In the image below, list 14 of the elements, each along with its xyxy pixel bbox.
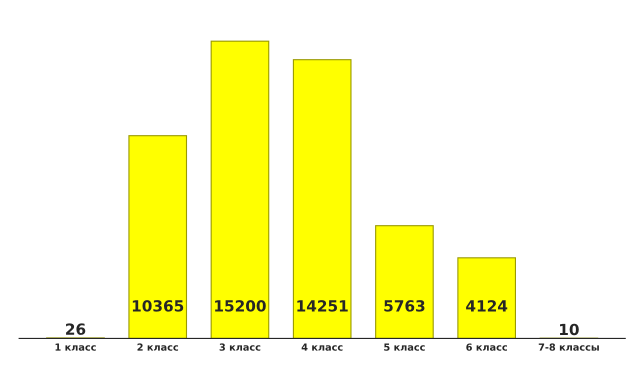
x-tick-label: 3 класс [220, 343, 260, 351]
data-label: 5763 [384, 300, 424, 312]
data-label: 15200 [215, 300, 266, 312]
x-tick-label: 1 класс [56, 344, 96, 351]
x-tick-label: 6 класс [466, 343, 507, 351]
x-tick-label: 4 класс [302, 344, 343, 351]
data-label: 26 [66, 323, 86, 335]
data-label: 10 [560, 324, 579, 336]
x-tick-label: 2 класс [138, 343, 178, 351]
data-label: 4124 [466, 300, 508, 312]
x-tick-label: 7-8 классы [538, 343, 599, 351]
data-label: 14251 [297, 300, 348, 312]
x-tick-label: 5 класс [384, 344, 425, 351]
data-label: 10365 [132, 300, 184, 312]
